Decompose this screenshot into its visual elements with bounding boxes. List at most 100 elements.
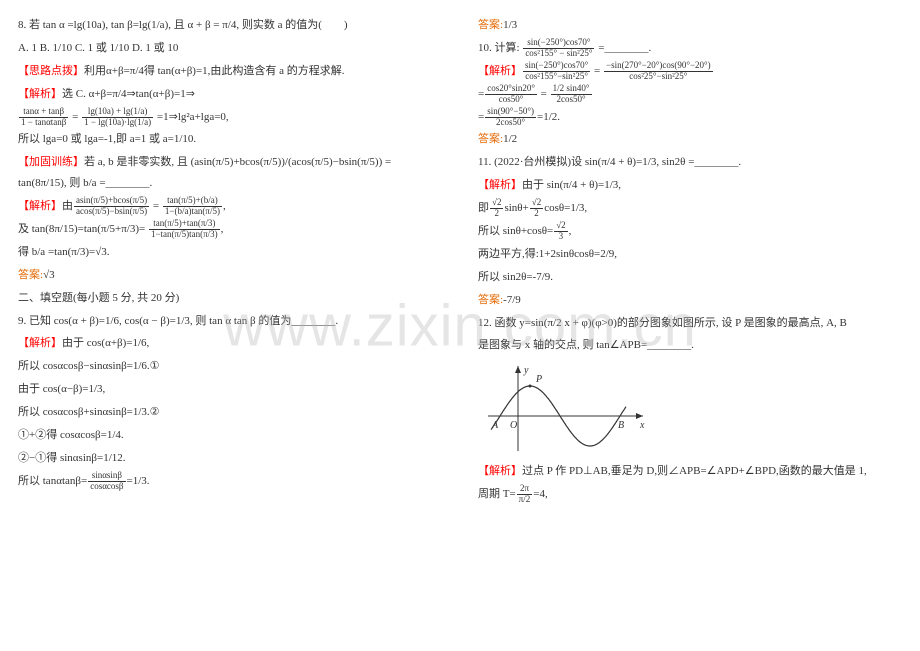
q9-ans: 1/3 [503, 19, 517, 31]
q11-answer: 答案:-7/9 [478, 290, 902, 311]
analysis-label: 【解析】 [18, 88, 62, 100]
q10l2eq: = [478, 88, 484, 100]
frac-eq: = [69, 111, 81, 123]
q10l2mid: = [538, 88, 550, 100]
sine-curve-diagram: AOBPxy [478, 361, 648, 456]
q8-frac-line: tanα + tanβ 1 − tanαtanβ = lg(10a) + lg(… [18, 107, 442, 128]
pf3-den: 1−tan(π/5)tan(π/3) [149, 230, 220, 240]
practice-label: 【加固训练】 [18, 156, 84, 168]
frac-b-num: lg(10a) + lg(1/a) [82, 107, 153, 118]
q11-analysis: 【解析】由于 sin(π/4 + θ)=1/3, [478, 175, 902, 196]
frac-a-num: tanα + tanβ [19, 107, 68, 118]
practice-analysis-label: 【解析】 [18, 200, 62, 212]
q10l2ad: cos50° [485, 95, 537, 105]
q8-so: 所以 lga=0 或 lga=-1,即 a=1 或 a=1/10. [18, 129, 442, 150]
frac-b-den: 1 − lg(10a)·lg(1/a) [82, 118, 153, 128]
q11-analysis-label: 【解析】 [478, 179, 522, 191]
q10l1bd: cos²25°−sin²25° [604, 72, 713, 82]
q10-frac: sin(−250°)cos70° cos²155° − sin²25° [523, 38, 594, 59]
svg-text:O: O [510, 420, 517, 431]
q10l2bn: 1/2 sin40° [551, 84, 592, 95]
q9-analysis-label: 【解析】 [18, 337, 62, 349]
q10-line3: = sin(90°−50°) 2cos50° =1/2. [478, 107, 902, 128]
svg-text:y: y [523, 365, 529, 376]
practice-and-text: 及 tan(8π/15)=tan(π/5+π/3)= [18, 223, 148, 235]
q9-line7-post: =1/3. [127, 475, 150, 487]
practice-ans-label: 答案: [18, 269, 43, 281]
q8-analysis-1: 【解析】选 C. α+β=π/4⇒tan(α+β)=1⇒ [18, 84, 442, 105]
frac-b: lg(10a) + lg(1/a) 1 − lg(10a)·lg(1/a) [82, 107, 153, 128]
q10-ans: 1/2 [503, 133, 517, 145]
q10l2bd: 2cos50° [551, 95, 592, 105]
q12a2post: =4, [533, 488, 547, 500]
q11-line2: 即 √2 2 sinθ+ √2 2 cosθ=1/3, [478, 198, 902, 219]
svg-text:x: x [639, 420, 645, 431]
q11l2post: cosθ=1/3, [544, 202, 587, 214]
q10f-den: cos²155° − sin²25° [523, 49, 594, 59]
q10l3eq: = [478, 111, 484, 123]
q11-ans-label: 答案: [478, 294, 503, 306]
q10-analysis: 【解析】 sin(−250°)cos70° cos²155°−sin²25° =… [478, 61, 902, 82]
hint-label: 【思路点拨】 [18, 65, 84, 77]
q11-line1: 由于 sin(π/4 + θ)=1/3, [522, 179, 621, 191]
q10-line3a: sin(90°−50°) 2cos50° [485, 107, 536, 128]
q10-eq1: = [591, 65, 603, 77]
pf-comma2: , [221, 223, 224, 235]
svg-text:P: P [535, 374, 542, 385]
q11-stem: 11. (2022·台州模拟)设 sin(π/4 + θ)=1/3, sin2θ… [478, 152, 902, 173]
q9f-den: cosαcosβ [88, 482, 125, 492]
q9-line3: 由于 cos(α−β)=1/3, [18, 379, 442, 400]
q10l3an: sin(90°−50°) [485, 107, 536, 118]
q11-frac2b: √2 2 [530, 198, 543, 219]
svg-text:B: B [618, 420, 624, 431]
q10-stem-pre: 10. 计算: [478, 42, 522, 54]
q12a2pre: 周期 T= [478, 488, 516, 500]
q9-line7: 所以 tanαtanβ= sinαsinβ cosαcosβ =1/3. [18, 471, 442, 492]
frac-after: =1⇒lg²a+lga=0, [154, 111, 229, 123]
q12-stem1: 12. 函数 y=sin(π/2 x + φ)(φ>0)的部分图象如图所示, 设… [478, 313, 902, 334]
q11-ans: -7/9 [503, 294, 521, 306]
practice: 【加固训练】若 a, b 是非零实数, 且 (asin(π/5)+bcos(π/… [18, 152, 442, 194]
section2-title: 二、填空题(每小题 5 分, 共 20 分) [18, 288, 442, 309]
q9-analysis: 【解析】由于 cos(α+β)=1/6, [18, 333, 442, 354]
q8-options: A. 1 B. 1/10 C. 1 或 1/10 D. 1 或 10 [18, 38, 442, 59]
q9-line5: ①+②得 cosαcosβ=1/4. [18, 425, 442, 446]
q9-ans-label: 答案: [478, 19, 503, 31]
q11-line4: 两边平方,得:1+2sinθcosθ=2/9, [478, 244, 902, 265]
pf2-den: 1−(b/a)tan(π/5) [163, 207, 222, 217]
practice-answer: 答案:√3 [18, 265, 442, 286]
q11f2bd: 2 [530, 209, 543, 219]
left-column: 8. 若 tan α =lg(10a), tan β=lg(1/a), 且 α … [0, 0, 460, 651]
q12-stem2: 是图象与 x 轴的交点, 则 tan∠APB=________. [478, 335, 902, 356]
q10-line1a: sin(−250°)cos70° cos²155°−sin²25° [523, 61, 590, 82]
q8-stem: 8. 若 tan α =lg(10a), tan β=lg(1/a), 且 α … [18, 15, 442, 36]
q9-stem: 9. 已知 cos(α + β)=1/6, cos(α − β)=1/3, 则 … [18, 311, 442, 332]
analysis-text1: 选 C. α+β=π/4⇒tan(α+β)=1⇒ [62, 88, 195, 100]
q12pd: π/2 [517, 495, 533, 505]
q9-line6: ②−①得 sinαsinβ=1/12. [18, 448, 442, 469]
q9-line4: 所以 cosαcosβ+sinαsinβ=1/3.② [18, 402, 442, 423]
q11-frac3: √2 3 [554, 221, 567, 242]
q11f3d: 3 [554, 232, 567, 242]
q11f2ad: 2 [490, 209, 503, 219]
q10-answer: 答案:1/2 [478, 129, 902, 150]
q10-analysis-label: 【解析】 [478, 65, 522, 77]
q10-line2: = cos20°sin20° cos50° = 1/2 sin40° 2cos5… [478, 84, 902, 105]
practice-analysis: 【解析】由 asin(π/5)+bcos(π/5) acos(π/5)−bsin… [18, 196, 442, 217]
practice-frac1: asin(π/5)+bcos(π/5) acos(π/5)−bsin(π/5) [74, 196, 149, 217]
q10l2an: cos20°sin20° [485, 84, 537, 95]
frac-a-den: 1 − tanαtanβ [19, 118, 68, 128]
q10-stem-post: =________. [595, 42, 651, 54]
q11l2mid1: sinθ+ [504, 202, 528, 214]
q11-line3: 所以 sinθ+cosθ= √2 3 , [478, 221, 902, 242]
practice-frac-intro: 由 [62, 200, 73, 212]
q9-answer: 答案:1/3 [478, 15, 902, 36]
pf1-den: acos(π/5)−bsin(π/5) [74, 207, 149, 217]
q9-line1: 由于 cos(α+β)=1/6, [62, 337, 149, 349]
q11l3pre: 所以 sinθ+cosθ= [478, 225, 553, 237]
q11l3post: , [569, 225, 572, 237]
hint-text: 利用α+β=π/4得 tan(α+β)=1,由此构造含有 a 的方程求解. [84, 65, 345, 77]
pf-eq: = [150, 200, 162, 212]
q11l2pre: 即 [478, 202, 489, 214]
practice-frac2: tan(π/5)+(b/a) 1−(b/a)tan(π/5) [163, 196, 222, 217]
